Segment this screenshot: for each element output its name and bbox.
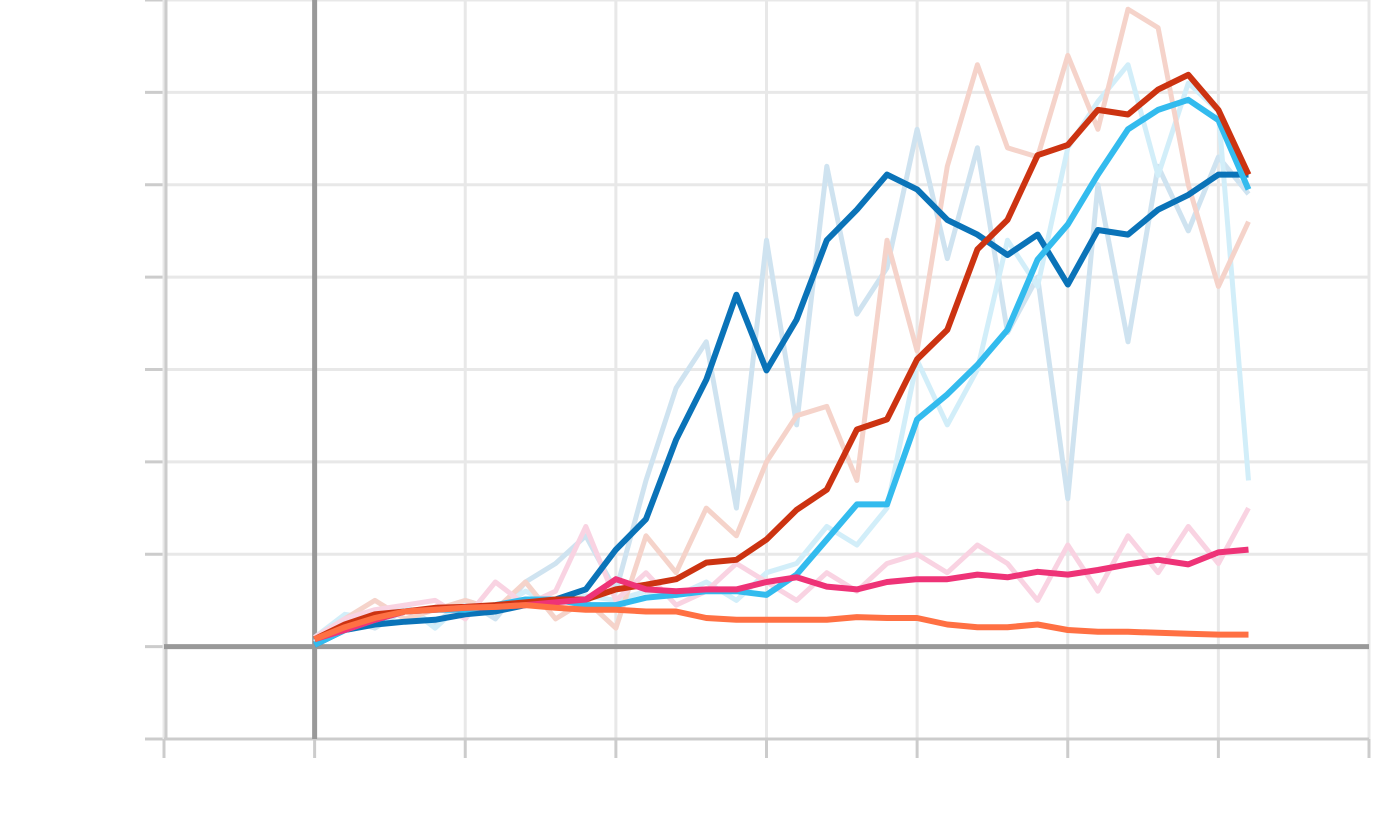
series-line	[313, 602, 1249, 642]
series-line	[313, 171, 1249, 648]
series-line	[313, 62, 1251, 640]
series-line	[313, 96, 1252, 648]
series-line	[313, 546, 1249, 643]
